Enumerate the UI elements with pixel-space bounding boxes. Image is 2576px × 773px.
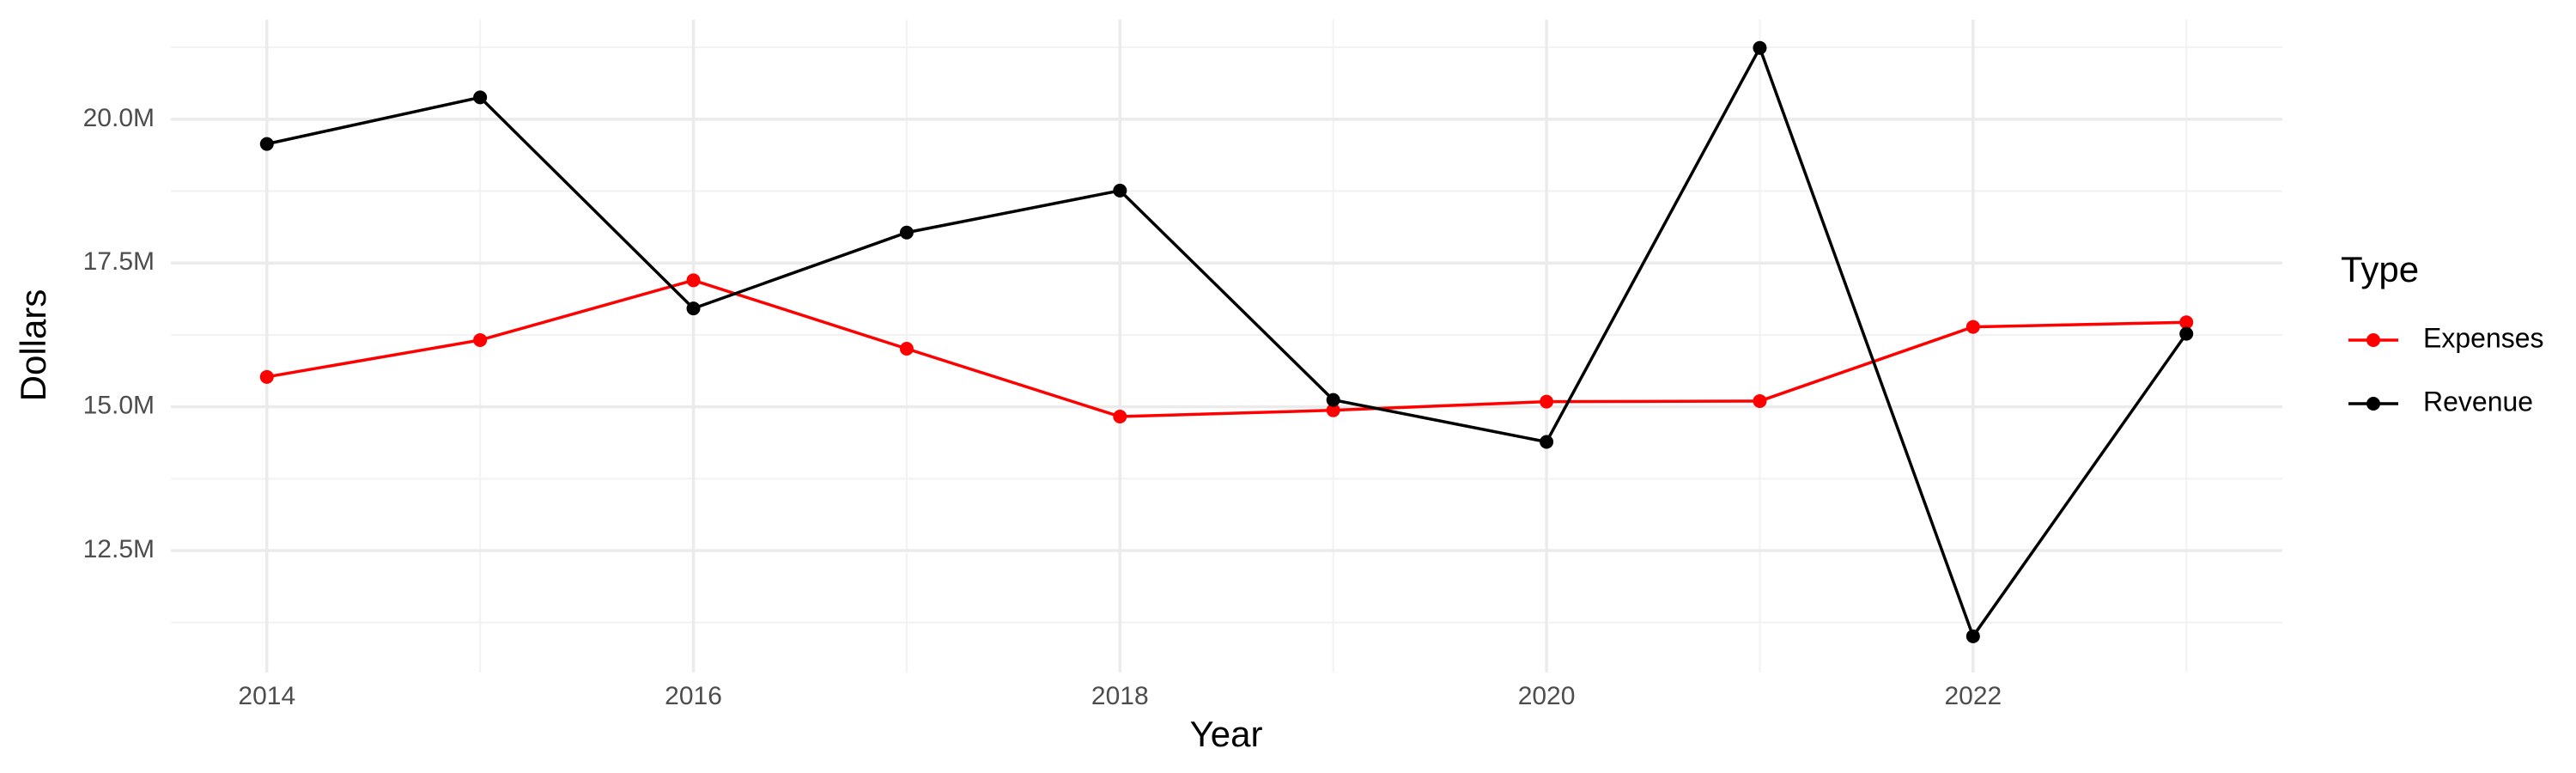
data-point: [2179, 315, 2194, 330]
data-point: [259, 137, 274, 151]
legend-label: Expenses: [2423, 322, 2544, 353]
data-point: [473, 90, 488, 105]
x-tick-label: 2014: [238, 682, 295, 710]
y-tick-label: 17.5M: [83, 247, 155, 276]
legend-title: Type: [2341, 249, 2419, 289]
data-point: [1965, 320, 1980, 334]
data-point: [2179, 326, 2194, 341]
y-tick-label: 20.0M: [83, 104, 155, 132]
data-point: [899, 225, 914, 240]
series-line: [266, 278, 2187, 418]
data-point: [1326, 403, 1340, 417]
x-tick-label: 2018: [1091, 682, 1149, 710]
y-tick-label: 15.0M: [83, 392, 155, 420]
data-point: [899, 342, 914, 356]
legend-marker: [2366, 397, 2380, 411]
data-point: [686, 273, 701, 288]
data-point: [686, 301, 701, 316]
data-point: [1113, 410, 1127, 424]
legend-marker: [2366, 333, 2380, 347]
data-point: [473, 332, 488, 347]
data-point: [1753, 40, 1767, 55]
y-axis-title: Dollars: [13, 289, 53, 402]
y-tick-label: 12.5M: [83, 535, 155, 563]
x-tick-label: 2020: [1518, 682, 1576, 710]
data-point: [1965, 629, 1980, 643]
data-point: [1753, 393, 1767, 408]
x-tick-label: 2016: [665, 682, 722, 710]
data-point: [259, 369, 274, 384]
data-point: [1540, 394, 1554, 409]
data-point: [1326, 393, 1340, 407]
x-tick-label: 2022: [1944, 682, 2002, 710]
series-line: [266, 44, 2188, 640]
data-point: [1540, 435, 1554, 449]
data-point: [1113, 183, 1127, 198]
legend-label: Revenue: [2423, 386, 2533, 417]
x-axis-title: Year: [1190, 714, 1263, 754]
